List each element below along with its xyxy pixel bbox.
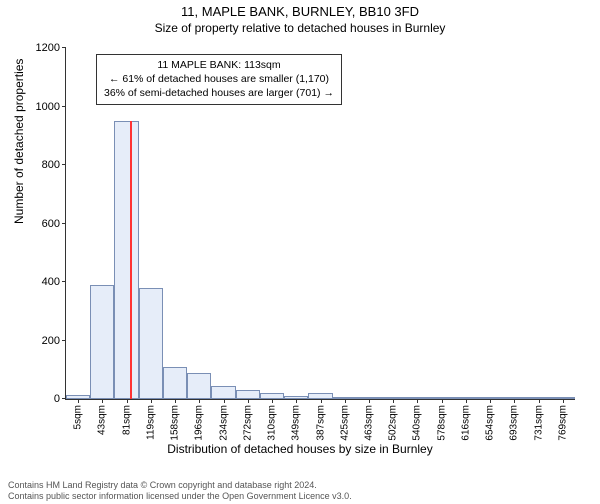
x-tick-label: 578sqm xyxy=(436,405,447,441)
histogram-bar xyxy=(139,288,163,399)
y-tick-mark xyxy=(62,164,66,165)
y-tick-label: 1200 xyxy=(36,42,60,54)
x-tick-label: 387sqm xyxy=(315,405,326,441)
x-tick-mark xyxy=(321,399,322,403)
x-tick-mark xyxy=(417,399,418,403)
x-tick-mark xyxy=(369,399,370,403)
x-tick-label: 234sqm xyxy=(218,405,229,441)
histogram-bar xyxy=(187,373,211,399)
x-tick-mark xyxy=(393,399,394,403)
x-tick-label: 119sqm xyxy=(145,405,156,440)
chart-area: 11 MAPLE BANK: 113sqm ← 61% of detached … xyxy=(65,48,575,448)
x-tick-label: 463sqm xyxy=(363,405,374,441)
x-tick-label: 540sqm xyxy=(412,405,423,441)
y-tick-label: 800 xyxy=(42,159,60,171)
x-tick-label: 502sqm xyxy=(388,405,399,441)
y-tick-label: 0 xyxy=(54,393,60,405)
histogram-bar xyxy=(114,121,138,399)
chart-container: 11, MAPLE BANK, BURNLEY, BB10 3FD Size o… xyxy=(0,4,600,504)
x-tick-label: 769sqm xyxy=(557,405,568,441)
annotation-line-3: 36% of semi-detached houses are larger (… xyxy=(104,86,334,100)
y-tick-label: 1000 xyxy=(36,101,60,113)
y-tick-mark xyxy=(62,223,66,224)
annotation-box: 11 MAPLE BANK: 113sqm ← 61% of detached … xyxy=(96,54,342,105)
footer-line-1: Contains HM Land Registry data © Crown c… xyxy=(8,480,352,491)
y-axis-label: Number of detached properties xyxy=(12,59,26,224)
x-tick-mark xyxy=(151,399,152,403)
x-tick-mark xyxy=(442,399,443,403)
x-tick-label: 158sqm xyxy=(170,405,181,441)
x-tick-label: 5sqm xyxy=(73,405,84,429)
x-tick-mark xyxy=(127,399,128,403)
histogram-bar xyxy=(163,367,187,399)
x-tick-label: 731sqm xyxy=(533,405,544,441)
y-tick-mark xyxy=(62,340,66,341)
x-tick-label: 654sqm xyxy=(485,405,496,441)
histogram-bar xyxy=(236,390,260,399)
chart-subtitle: Size of property relative to detached ho… xyxy=(0,21,600,35)
x-tick-label: 81sqm xyxy=(121,405,132,435)
x-axis-label: Distribution of detached houses by size … xyxy=(0,442,600,456)
x-tick-mark xyxy=(272,399,273,403)
x-tick-label: 272sqm xyxy=(242,405,253,441)
x-tick-mark xyxy=(224,399,225,403)
x-tick-mark xyxy=(345,399,346,403)
x-tick-label: 43sqm xyxy=(97,405,108,435)
chart-title: 11, MAPLE BANK, BURNLEY, BB10 3FD xyxy=(0,4,600,19)
y-tick-label: 200 xyxy=(42,335,60,347)
marker-line xyxy=(130,121,132,399)
x-tick-mark xyxy=(175,399,176,403)
x-tick-label: 425sqm xyxy=(339,405,350,441)
footer-line-2: Contains public sector information licen… xyxy=(8,491,352,502)
x-tick-mark xyxy=(563,399,564,403)
x-tick-mark xyxy=(539,399,540,403)
x-tick-label: 693sqm xyxy=(509,405,520,441)
x-tick-mark xyxy=(248,399,249,403)
y-tick-label: 400 xyxy=(42,276,60,288)
x-tick-label: 310sqm xyxy=(267,405,278,441)
annotation-line-2: ← 61% of detached houses are smaller (1,… xyxy=(104,72,334,86)
x-tick-mark xyxy=(466,399,467,403)
x-tick-mark xyxy=(490,399,491,403)
x-tick-mark xyxy=(102,399,103,403)
x-tick-mark xyxy=(78,399,79,403)
plot-area: 11 MAPLE BANK: 113sqm ← 61% of detached … xyxy=(65,48,575,400)
x-tick-mark xyxy=(199,399,200,403)
x-tick-mark xyxy=(514,399,515,403)
x-tick-mark xyxy=(296,399,297,403)
annotation-line-1: 11 MAPLE BANK: 113sqm xyxy=(104,58,334,72)
x-tick-label: 196sqm xyxy=(194,405,205,441)
footer-text: Contains HM Land Registry data © Crown c… xyxy=(8,480,352,503)
y-tick-mark xyxy=(62,47,66,48)
y-tick-mark xyxy=(62,106,66,107)
x-tick-label: 616sqm xyxy=(460,405,471,441)
histogram-bar xyxy=(90,285,114,399)
histogram-bar xyxy=(211,386,235,399)
y-tick-mark xyxy=(62,281,66,282)
y-tick-label: 600 xyxy=(42,218,60,230)
x-tick-label: 349sqm xyxy=(291,405,302,441)
